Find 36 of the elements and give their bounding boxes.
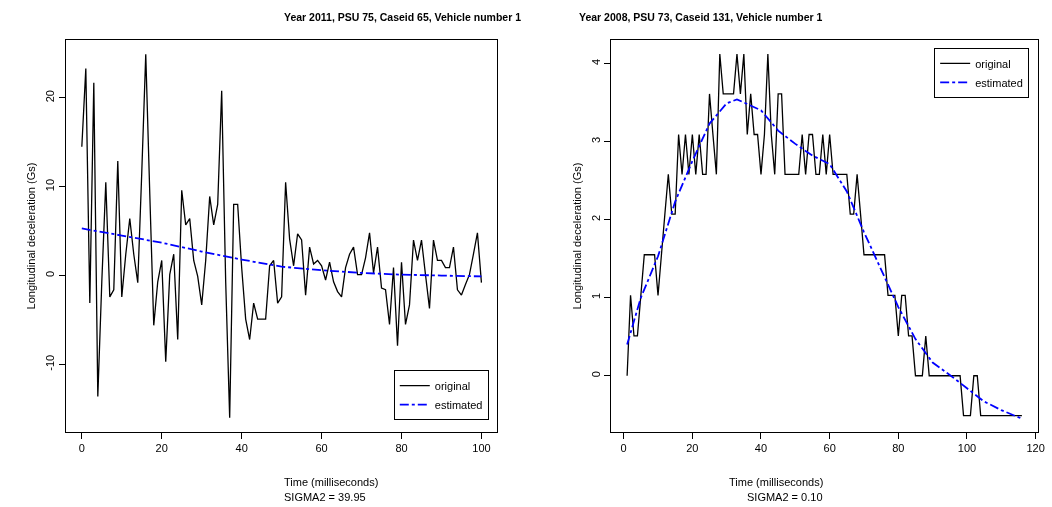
chart-title: Year 2011, PSU 75, Caseid 65, Vehicle number 1 [284, 11, 522, 23]
x-tick-label: 60 [315, 442, 328, 455]
x-axis-title: Time (milliseconds) [284, 476, 379, 488]
y-axis-title: Longitudinal deceleration (Gs) [25, 162, 38, 310]
x-axis-title: Time (milliseconds) [729, 476, 824, 488]
y-tick-label: 0 [589, 371, 602, 378]
x-tick-label: 0 [78, 442, 85, 455]
x-tick-label: 20 [686, 442, 699, 455]
text: SIGMA2 = 0.10 [747, 491, 823, 503]
line-series [80, 227, 483, 278]
legend-label: estimated [975, 76, 1023, 89]
y-tick-label: 2 [589, 214, 602, 222]
x-tick-label: 100 [472, 442, 491, 455]
y-axis-title: Longitudinal deceleration (Gs) [570, 162, 583, 310]
x-tick-label: 40 [754, 442, 768, 455]
legend-label: estimated [434, 399, 483, 411]
x-tick-label: 60 [823, 442, 836, 455]
legend-label: original [434, 380, 471, 392]
legend-label: original [975, 57, 1011, 70]
x-tick-label: 0 [620, 442, 627, 455]
y-tick-label: 1 [589, 292, 602, 300]
y-tick-label: 10 [44, 178, 57, 192]
line-series [81, 53, 483, 419]
x-tick-label: 80 [395, 442, 408, 455]
x-tick-label: 120 [1026, 442, 1045, 455]
y-tick-label: 3 [589, 136, 602, 143]
y-tick-label: 4 [589, 58, 602, 65]
x-tick-label: 40 [235, 442, 248, 455]
chart-title: Year 2008, PSU 73, Caseid 131, Vehicle number 1 [579, 11, 823, 23]
y-tick-label: 20 [44, 90, 57, 103]
x-tick-label: 20 [155, 442, 168, 455]
y-tick-label: 0 [44, 270, 57, 277]
x-tick-label: 80 [892, 442, 905, 455]
text: SIGMA2 = 39.95 [284, 491, 366, 503]
x-tick-label: 100 [957, 442, 977, 455]
y-tick-label: -10 [44, 354, 57, 371]
